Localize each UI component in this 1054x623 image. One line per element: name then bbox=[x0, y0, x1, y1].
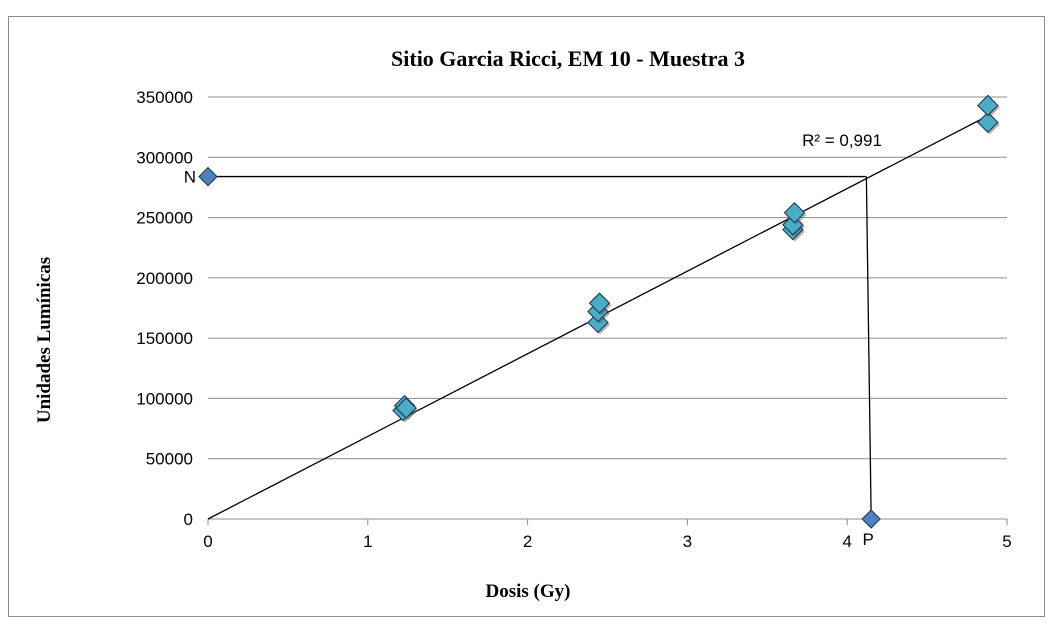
tick-labels: 0 50000 100000 150000 200000 250000 300000 3500… bbox=[136, 88, 1011, 551]
y-tick-label: 300000 bbox=[136, 148, 193, 167]
guide-line bbox=[865, 176, 872, 520]
y-tick-label: 250000 bbox=[136, 209, 193, 228]
x-tick-label: 4 bbox=[842, 532, 851, 551]
y-tick-label: 150000 bbox=[136, 329, 193, 348]
y-axis-label: Unidades Lumínicas bbox=[34, 257, 55, 423]
chart-title: Sitio Garcia Ricci, EM 10 - Muestra 3 bbox=[391, 46, 745, 71]
gridlines bbox=[208, 96, 1007, 460]
marker-label-p: P bbox=[862, 530, 873, 549]
marker-n bbox=[198, 166, 218, 187]
marker-p bbox=[861, 509, 881, 529]
x-axis-label: Dosis (Gy) bbox=[486, 581, 571, 602]
data-point bbox=[587, 311, 609, 334]
y-tick-label: 100000 bbox=[136, 389, 193, 408]
x-tick-label: 3 bbox=[683, 532, 692, 551]
y-tick-label: 50000 bbox=[146, 450, 193, 469]
data-point bbox=[977, 111, 999, 134]
r2-label: R² = 0,991 bbox=[802, 131, 882, 150]
x-tick-label: 0 bbox=[203, 532, 212, 551]
x-tick-label: 5 bbox=[1002, 532, 1011, 551]
y-tick-label: 350000 bbox=[136, 88, 193, 107]
data-point bbox=[588, 292, 611, 314]
x-tick-label: 1 bbox=[363, 532, 372, 551]
annotations: N P R² = 0,991 bbox=[184, 131, 882, 549]
data-point bbox=[395, 397, 417, 419]
y-tick-label: 0 bbox=[184, 510, 193, 529]
data-point bbox=[977, 94, 999, 117]
marker-label-n: N bbox=[184, 168, 196, 187]
data-points bbox=[198, 94, 1000, 529]
x-tick-label: 2 bbox=[523, 532, 532, 551]
data-point bbox=[783, 201, 806, 224]
y-tick-label: 200000 bbox=[136, 269, 193, 288]
